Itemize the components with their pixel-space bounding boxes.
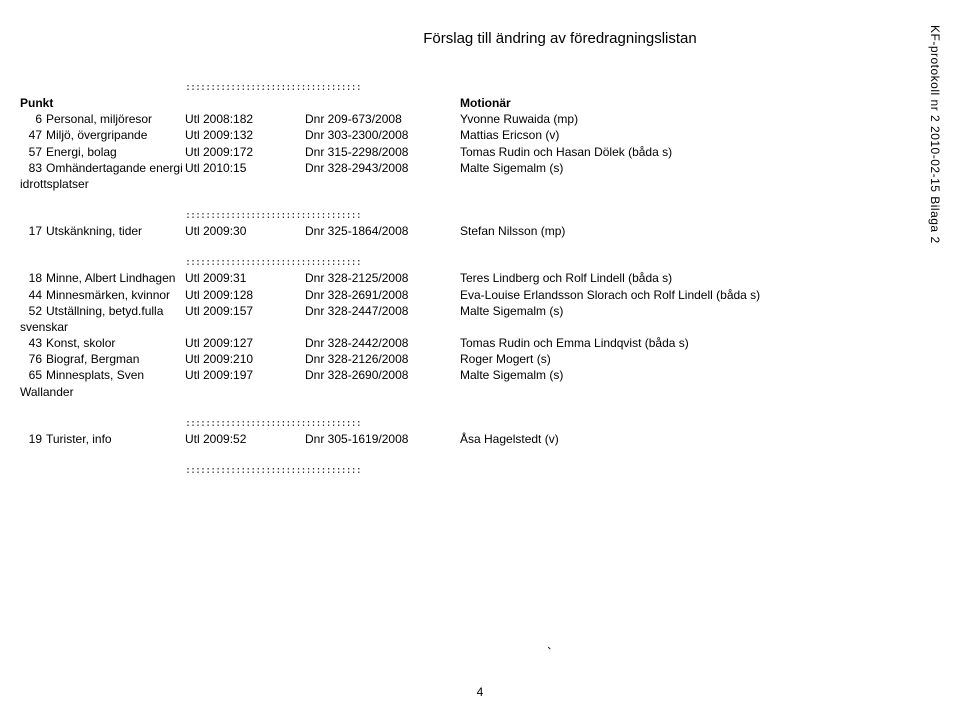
cell-utl: Utl 2010:15 <box>185 160 305 192</box>
cell-motion: Malte Sigemalm (s) <box>460 367 920 399</box>
cell-dnr: Dnr 328-2447/2008 <box>305 303 460 335</box>
cell-utl: Utl 2008:182 <box>185 111 305 127</box>
cell-punkt: 18Minne, Albert Lindhagen <box>20 270 185 286</box>
mark: 、 <box>547 637 557 652</box>
cell-dnr: Dnr 328-2442/2008 <box>305 335 460 351</box>
cell-utl: Utl 2009:30 <box>185 223 305 239</box>
separator: ::::::::::::::::::::::::::::::::::: <box>20 210 920 221</box>
cell-utl: Utl 2009:132 <box>185 127 305 143</box>
cell-utl: Utl 2009:128 <box>185 287 305 303</box>
cell-punkt: 43Konst, skolor <box>20 335 185 351</box>
cell-punkt: 65Minnesplats, Sven Wallander <box>20 367 185 399</box>
header-motionar: Motionär <box>460 95 920 111</box>
page-number: 4 <box>477 685 484 699</box>
cell-motion: Stefan Nilsson (mp) <box>460 223 920 239</box>
cell-utl: Utl 2009:31 <box>185 270 305 286</box>
cell-motion: Åsa Hagelstedt (v) <box>460 431 920 447</box>
cell-dnr: Dnr 303-2300/2008 <box>305 127 460 143</box>
separator: ::::::::::::::::::::::::::::::::::: <box>20 257 920 268</box>
cell-punkt: 17Utskänkning, tider <box>20 223 185 239</box>
cell-punkt: 83Omhändertagande energi idrottsplatser <box>20 160 185 192</box>
cell-motion: Mattias Ericson (v) <box>460 127 920 143</box>
table-row: 65Minnesplats, Sven WallanderUtl 2009:19… <box>20 367 920 399</box>
cell-motion: Teres Lindberg och Rolf Lindell (båda s) <box>460 270 920 286</box>
table-row: 44Minnesmärken, kvinnorUtl 2009:128Dnr 3… <box>20 287 920 303</box>
header-punkt: Punkt <box>20 95 185 111</box>
cell-motion: Tomas Rudin och Emma Lindqvist (båda s) <box>460 335 920 351</box>
table-row: 57Energi, bolagUtl 2009:172Dnr 315-2298/… <box>20 144 920 160</box>
cell-punkt: 47Miljö, övergripande <box>20 127 185 143</box>
cell-utl: Utl 2009:210 <box>185 351 305 367</box>
group-2: 17Utskänkning, tiderUtl 2009:30Dnr 325-1… <box>20 223 920 239</box>
separator: ::::::::::::::::::::::::::::::::::: <box>20 418 920 429</box>
table-header: Punkt Motionär <box>20 95 920 111</box>
cell-dnr: Dnr 328-2943/2008 <box>305 160 460 192</box>
table-row: 52Utställning, betyd.fulla svenskarUtl 2… <box>20 303 920 335</box>
cell-punkt: 57Energi, bolag <box>20 144 185 160</box>
table-row: 47Miljö, övergripandeUtl 2009:132Dnr 303… <box>20 127 920 143</box>
cell-utl: Utl 2009:197 <box>185 367 305 399</box>
separator: ::::::::::::::::::::::::::::::::::: <box>20 82 920 93</box>
cell-utl: Utl 2009:172 <box>185 144 305 160</box>
page-title: Förslag till ändring av föredragningslis… <box>200 30 920 47</box>
cell-punkt: 6Personal, miljöresor <box>20 111 185 127</box>
table-row: 43Konst, skolorUtl 2009:127Dnr 328-2442/… <box>20 335 920 351</box>
cell-motion: Yvonne Ruwaida (mp) <box>460 111 920 127</box>
cell-dnr: Dnr 328-2126/2008 <box>305 351 460 367</box>
cell-motion: Malte Sigemalm (s) <box>460 160 920 192</box>
separator: ::::::::::::::::::::::::::::::::::: <box>20 465 920 476</box>
cell-punkt: 52Utställning, betyd.fulla svenskar <box>20 303 185 335</box>
cell-punkt: 76Biograf, Bergman <box>20 351 185 367</box>
cell-utl: Utl 2009:127 <box>185 335 305 351</box>
cell-dnr: Dnr 305-1619/2008 <box>305 431 460 447</box>
cell-motion: Malte Sigemalm (s) <box>460 303 920 335</box>
cell-motion: Tomas Rudin och Hasan Dölek (båda s) <box>460 144 920 160</box>
cell-dnr: Dnr 328-2690/2008 <box>305 367 460 399</box>
table-row: 83Omhändertagande energi idrottsplatserU… <box>20 160 920 192</box>
cell-dnr: Dnr 328-2691/2008 <box>305 287 460 303</box>
cell-utl: Utl 2009:157 <box>185 303 305 335</box>
cell-motion: Roger Mogert (s) <box>460 351 920 367</box>
cell-dnr: Dnr 328-2125/2008 <box>305 270 460 286</box>
group-4: 19Turister, infoUtl 2009:52Dnr 305-1619/… <box>20 431 920 447</box>
table-row: 19Turister, infoUtl 2009:52Dnr 305-1619/… <box>20 431 920 447</box>
table-row: 76Biograf, BergmanUtl 2009:210Dnr 328-21… <box>20 351 920 367</box>
side-annotation: KF-protokoll nr 2 2010-02-15 Bilaga 2 <box>928 25 942 244</box>
table-row: 6Personal, miljöresorUtl 2008:182Dnr 209… <box>20 111 920 127</box>
cell-dnr: Dnr 325-1864/2008 <box>305 223 460 239</box>
cell-punkt: 19Turister, info <box>20 431 185 447</box>
table-row: 17Utskänkning, tiderUtl 2009:30Dnr 325-1… <box>20 223 920 239</box>
group-3: 18Minne, Albert LindhagenUtl 2009:31Dnr … <box>20 270 920 400</box>
cell-dnr: Dnr 315-2298/2008 <box>305 144 460 160</box>
cell-punkt: 44Minnesmärken, kvinnor <box>20 287 185 303</box>
cell-utl: Utl 2009:52 <box>185 431 305 447</box>
cell-dnr: Dnr 209-673/2008 <box>305 111 460 127</box>
group-1: Punkt Motionär 6Personal, miljöresorUtl … <box>20 95 920 192</box>
cell-motion: Eva-Louise Erlandsson Slorach och Rolf L… <box>460 287 920 303</box>
table-row: 18Minne, Albert LindhagenUtl 2009:31Dnr … <box>20 270 920 286</box>
